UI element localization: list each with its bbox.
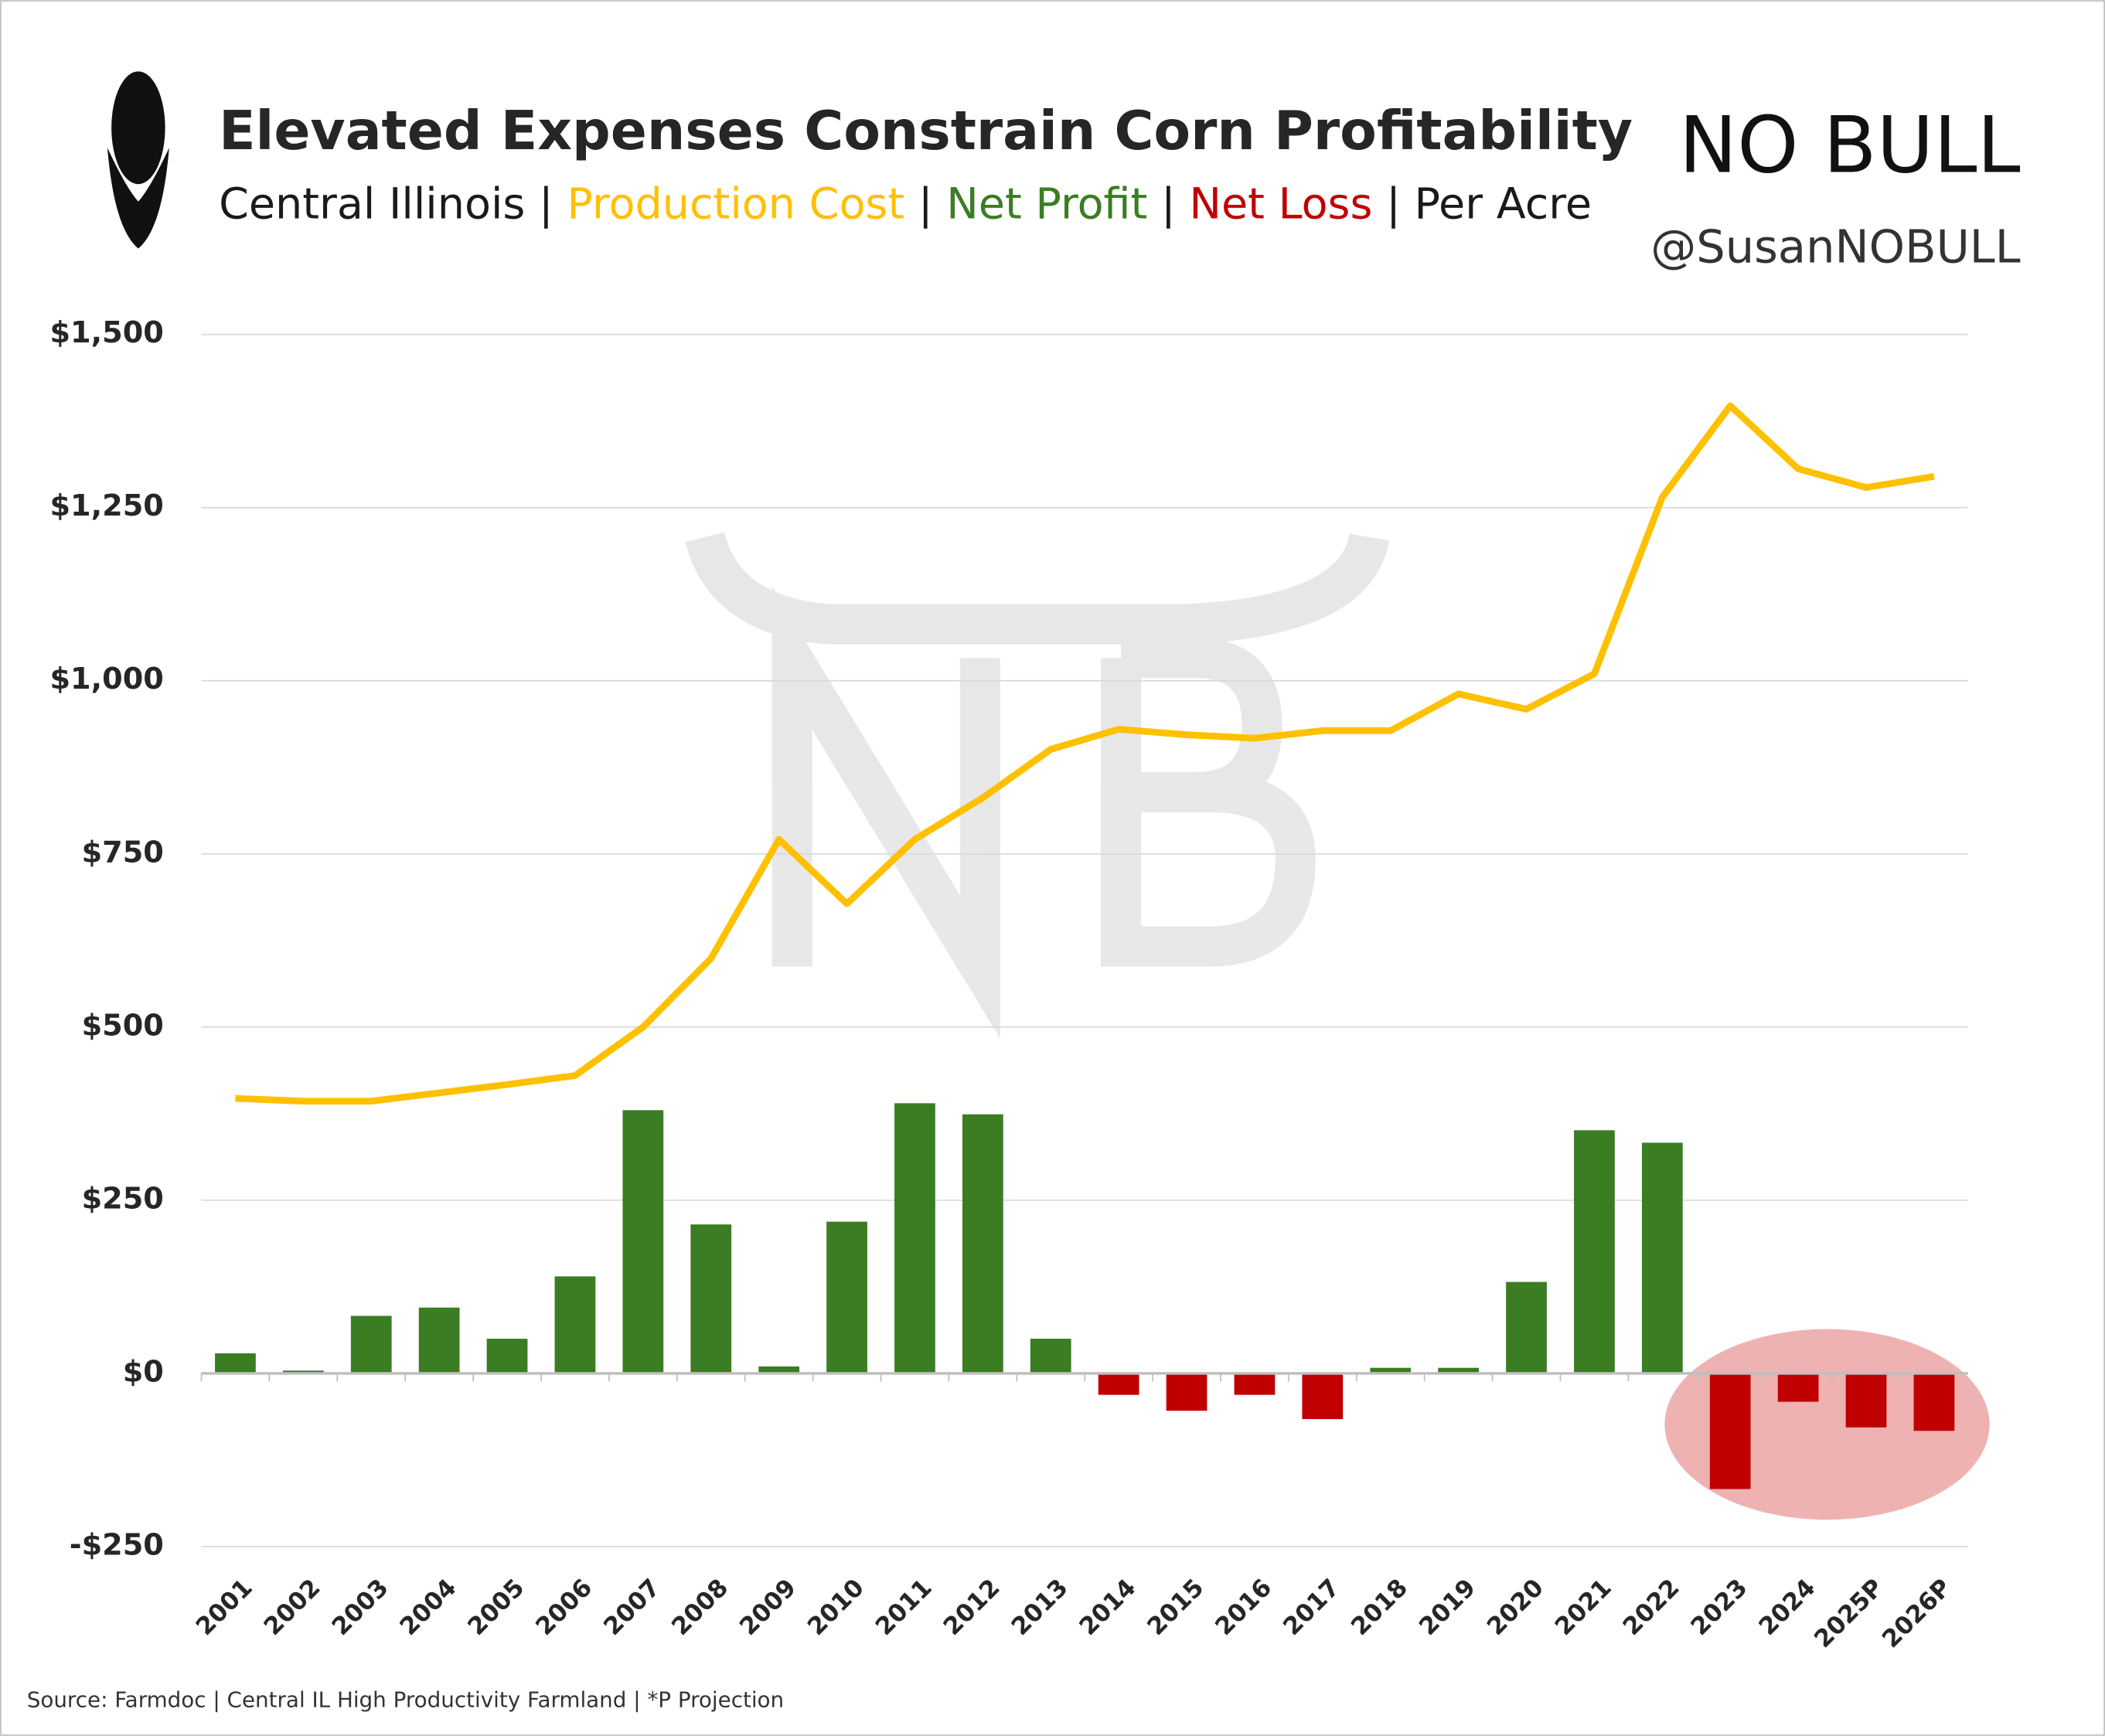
bar bbox=[1845, 1373, 1887, 1428]
bar bbox=[350, 1316, 392, 1373]
subtitle: Central Illinois | Production Cost | Net… bbox=[219, 179, 1592, 230]
y-tick-label: $250 bbox=[82, 1182, 164, 1216]
bar bbox=[418, 1307, 460, 1373]
subtitle-part: Net Profit bbox=[946, 179, 1147, 230]
bar bbox=[1438, 1367, 1479, 1373]
bar bbox=[1234, 1373, 1276, 1395]
subtitle-separator: | bbox=[1147, 179, 1189, 230]
brand: NO BULL bbox=[1679, 100, 2021, 191]
y-tick-label: $1,250 bbox=[49, 489, 163, 523]
subtitle-part: Central Illinois bbox=[219, 179, 525, 230]
subtitle-separator: | bbox=[904, 179, 946, 230]
handle: @SusanNOBULL bbox=[1650, 220, 2020, 273]
bar bbox=[1302, 1373, 1344, 1419]
y-tick-label: $1,000 bbox=[49, 662, 163, 696]
corn-icon bbox=[107, 71, 169, 249]
bar bbox=[690, 1224, 732, 1373]
source-note: Source: Farmdoc | Central IL High Produc… bbox=[27, 1687, 784, 1713]
watermark bbox=[685, 531, 1390, 1039]
y-tick-label: -$250 bbox=[70, 1528, 164, 1562]
bar bbox=[1370, 1367, 1412, 1373]
bar bbox=[1913, 1373, 1955, 1431]
y-tick-label: $0 bbox=[123, 1355, 164, 1389]
bar bbox=[486, 1339, 528, 1373]
subtitle-part: Production Cost bbox=[567, 179, 904, 230]
bar bbox=[1574, 1130, 1615, 1373]
subtitle-part: Net Loss bbox=[1189, 179, 1372, 230]
subtitle-separator: | bbox=[1372, 179, 1414, 230]
bar bbox=[1166, 1373, 1207, 1411]
bar bbox=[1506, 1282, 1547, 1373]
y-tick-label: $750 bbox=[82, 836, 164, 870]
bar bbox=[1777, 1373, 1819, 1402]
y-tick-label: $1,500 bbox=[49, 316, 163, 350]
bar bbox=[622, 1110, 664, 1373]
bar bbox=[1641, 1142, 1683, 1373]
bar bbox=[758, 1366, 800, 1373]
subtitle-separator: | bbox=[525, 179, 567, 230]
bar bbox=[1030, 1339, 1071, 1373]
subtitle-part: Per Acre bbox=[1415, 179, 1592, 230]
line-series bbox=[235, 402, 1935, 1105]
y-tick-label: $500 bbox=[82, 1009, 164, 1043]
bar bbox=[282, 1370, 324, 1373]
bar bbox=[894, 1103, 935, 1373]
bar bbox=[554, 1276, 596, 1373]
chart-title: Elevated Expenses Constrain Corn Profita… bbox=[219, 100, 1633, 162]
bar bbox=[962, 1114, 1003, 1373]
bar bbox=[1709, 1373, 1751, 1489]
bar bbox=[826, 1221, 867, 1373]
bar bbox=[1098, 1373, 1139, 1395]
bar bbox=[215, 1353, 256, 1373]
